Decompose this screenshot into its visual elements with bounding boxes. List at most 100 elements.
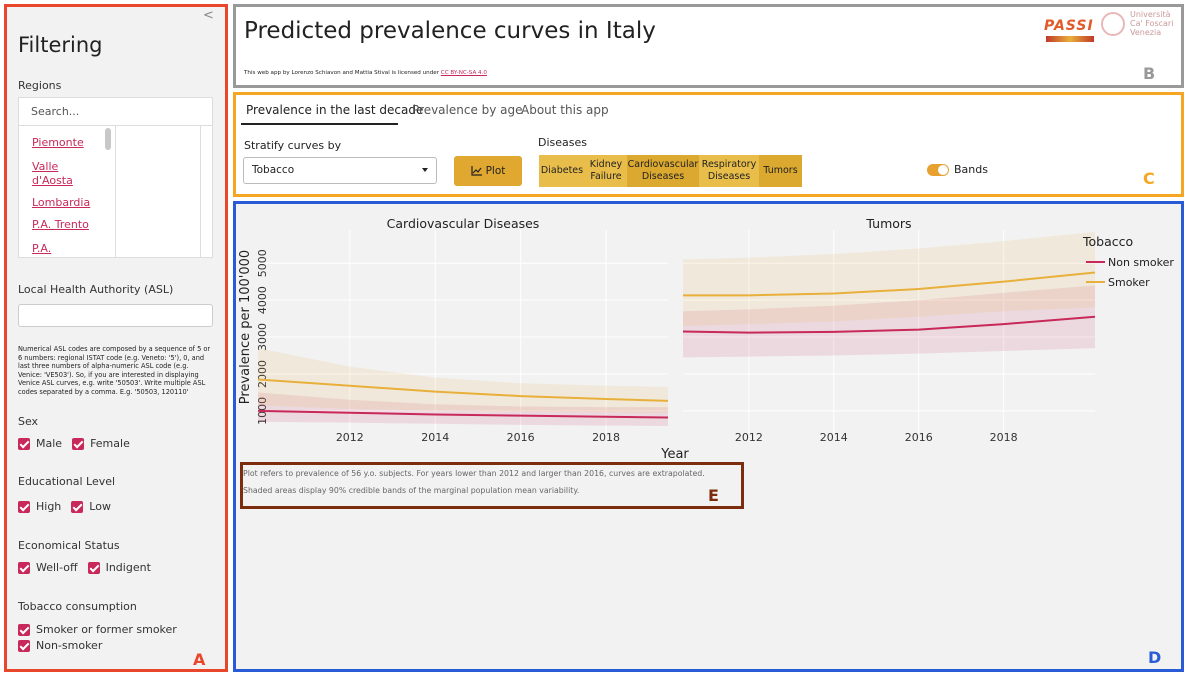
- checkbox[interactable]: [18, 500, 30, 513]
- select-caret: [422, 168, 428, 172]
- disease-button[interactable]: Diabetes: [539, 155, 585, 187]
- checkbox-label: Male: [36, 437, 63, 450]
- checkbox[interactable]: [18, 437, 30, 450]
- x-axis-label: Year: [660, 447, 689, 462]
- checkbox-label: Smoker or former smoker: [36, 623, 177, 636]
- region-item[interactable]: P.A. Trento: [32, 218, 89, 231]
- passi-logo-bar: [1046, 36, 1094, 42]
- checkbox-label: Well-off: [36, 561, 78, 574]
- chart-icon: [470, 166, 482, 176]
- header: [233, 4, 1184, 88]
- asl-input[interactable]: [18, 304, 213, 327]
- logo-text: Venezia: [1130, 28, 1162, 37]
- region-item[interactable]: P.A.: [32, 242, 52, 255]
- y-tick-label: 3000: [256, 323, 269, 351]
- annotation-label: D: [1148, 648, 1162, 667]
- list-divider: [115, 126, 116, 258]
- x-tick-label: 2012: [735, 431, 763, 444]
- region-item[interactable]: Lombardia: [32, 196, 91, 209]
- legend-label: Non smoker: [1108, 256, 1174, 269]
- checkbox-label: Female: [90, 437, 130, 450]
- credible-band: [683, 285, 1095, 358]
- disease-button[interactable]: Respiratory Diseases: [699, 155, 759, 187]
- checkbox[interactable]: [72, 437, 85, 450]
- search-placeholder: Search...: [31, 105, 80, 118]
- tab[interactable]: About this app: [521, 103, 609, 117]
- checkbox-label: Low: [89, 500, 111, 513]
- plot-button[interactable]: Plot: [454, 156, 522, 186]
- license-link[interactable]: CC BY-NC-SA 4.0: [440, 70, 487, 76]
- logo-text: Università: [1130, 10, 1171, 19]
- annotation-label: B: [1143, 64, 1156, 83]
- prevalence-line: [683, 271, 1096, 297]
- legend-label: Smoker: [1108, 276, 1150, 289]
- credible-band: [258, 392, 668, 426]
- checkbox-row: High Low: [18, 496, 121, 515]
- y-tick-label: 4000: [256, 286, 269, 314]
- checkbox-row: Non-smoker: [18, 635, 112, 654]
- x-tick-label: 2014: [820, 431, 848, 444]
- checkbox[interactable]: [87, 561, 100, 574]
- license: This web app by Lorenzo Schiavon and Mat…: [244, 70, 487, 76]
- region-item[interactable]: Valle d'Aosta: [32, 160, 73, 187]
- page-title: Predicted prevalence curves in Italy: [244, 18, 656, 44]
- asl-label: Local Health Authority (ASL): [18, 283, 174, 296]
- regions-label: Regions: [18, 79, 62, 92]
- plot-button-label: Plot: [485, 165, 506, 177]
- note-box: [240, 462, 744, 509]
- x-tick-label: 2016: [905, 431, 933, 444]
- checkbox-label: High: [36, 500, 62, 513]
- disease-button-selected[interactable]: Cardiovascular Diseases: [627, 155, 699, 187]
- annotation-label: A: [193, 650, 206, 669]
- x-tick-label: 2018: [592, 431, 620, 444]
- tab-underline: [241, 123, 398, 125]
- legend-title: Tobacco: [1082, 234, 1133, 249]
- x-tick-label: 2018: [990, 431, 1018, 444]
- credible-band: [258, 348, 668, 413]
- region-item[interactable]: Piemonte: [32, 136, 84, 149]
- checkbox-row: Smoker or former smoker: [18, 619, 187, 638]
- disease-button[interactable]: Kidney Failure: [585, 155, 627, 187]
- checkbox-label: Indigent: [105, 561, 151, 574]
- controls-panel: [233, 92, 1184, 197]
- group-label: Tobacco consumption: [18, 600, 137, 613]
- note: Shaded areas display 90% credible bands …: [243, 486, 580, 495]
- checkbox[interactable]: [18, 561, 30, 574]
- prevalence-line: [682, 315, 1096, 334]
- checkbox[interactable]: [18, 623, 30, 636]
- stratify-select[interactable]: [243, 157, 437, 184]
- asl-help: Numerical ASL codes are composed by a se…: [18, 345, 211, 396]
- x-tick-label: 2016: [507, 431, 535, 444]
- annotation-label: C: [1143, 169, 1155, 188]
- x-tick-label: 2012: [336, 431, 364, 444]
- checkbox-row: Well-off Indigent: [18, 557, 161, 576]
- diseases-label: Diseases: [538, 136, 587, 149]
- y-axis-label: Prevalence per 100'000: [238, 250, 253, 404]
- tab[interactable]: Prevalence by age: [412, 103, 523, 117]
- stratify-label: Stratify curves by: [244, 139, 342, 152]
- notes: Plot refers to prevalence of 56 y.o. sub…: [243, 465, 705, 499]
- logo-text: Ca' Foscari: [1130, 19, 1174, 28]
- checkbox[interactable]: [18, 639, 30, 652]
- credible-band: [683, 231, 1095, 326]
- checkbox[interactable]: [71, 500, 84, 513]
- panel-title: Cardiovascular Diseases: [387, 216, 540, 231]
- stratify-value: Tobacco: [252, 164, 295, 176]
- search-box[interactable]: [18, 97, 213, 126]
- collapse-button[interactable]: <: [203, 8, 214, 23]
- university-logo: Università Ca' Foscari Venezia: [1130, 10, 1173, 37]
- prevalence-line: [257, 378, 669, 402]
- disease-button-selected[interactable]: Tumors: [759, 155, 802, 187]
- bands-toggle[interactable]: [927, 164, 949, 176]
- checkbox-row: Male Female: [18, 433, 140, 452]
- license-text: This web app by Lorenzo Schiavon and Mat…: [244, 70, 440, 76]
- bands-label: Bands: [954, 163, 988, 176]
- group-label: Educational Level: [18, 475, 116, 488]
- checkbox-label: Non-smoker: [36, 639, 103, 652]
- annotation-label: E: [708, 486, 719, 505]
- tab-active[interactable]: Prevalence in the last decade: [246, 103, 424, 117]
- list-divider: [200, 126, 201, 258]
- scrollbar[interactable]: [105, 128, 111, 150]
